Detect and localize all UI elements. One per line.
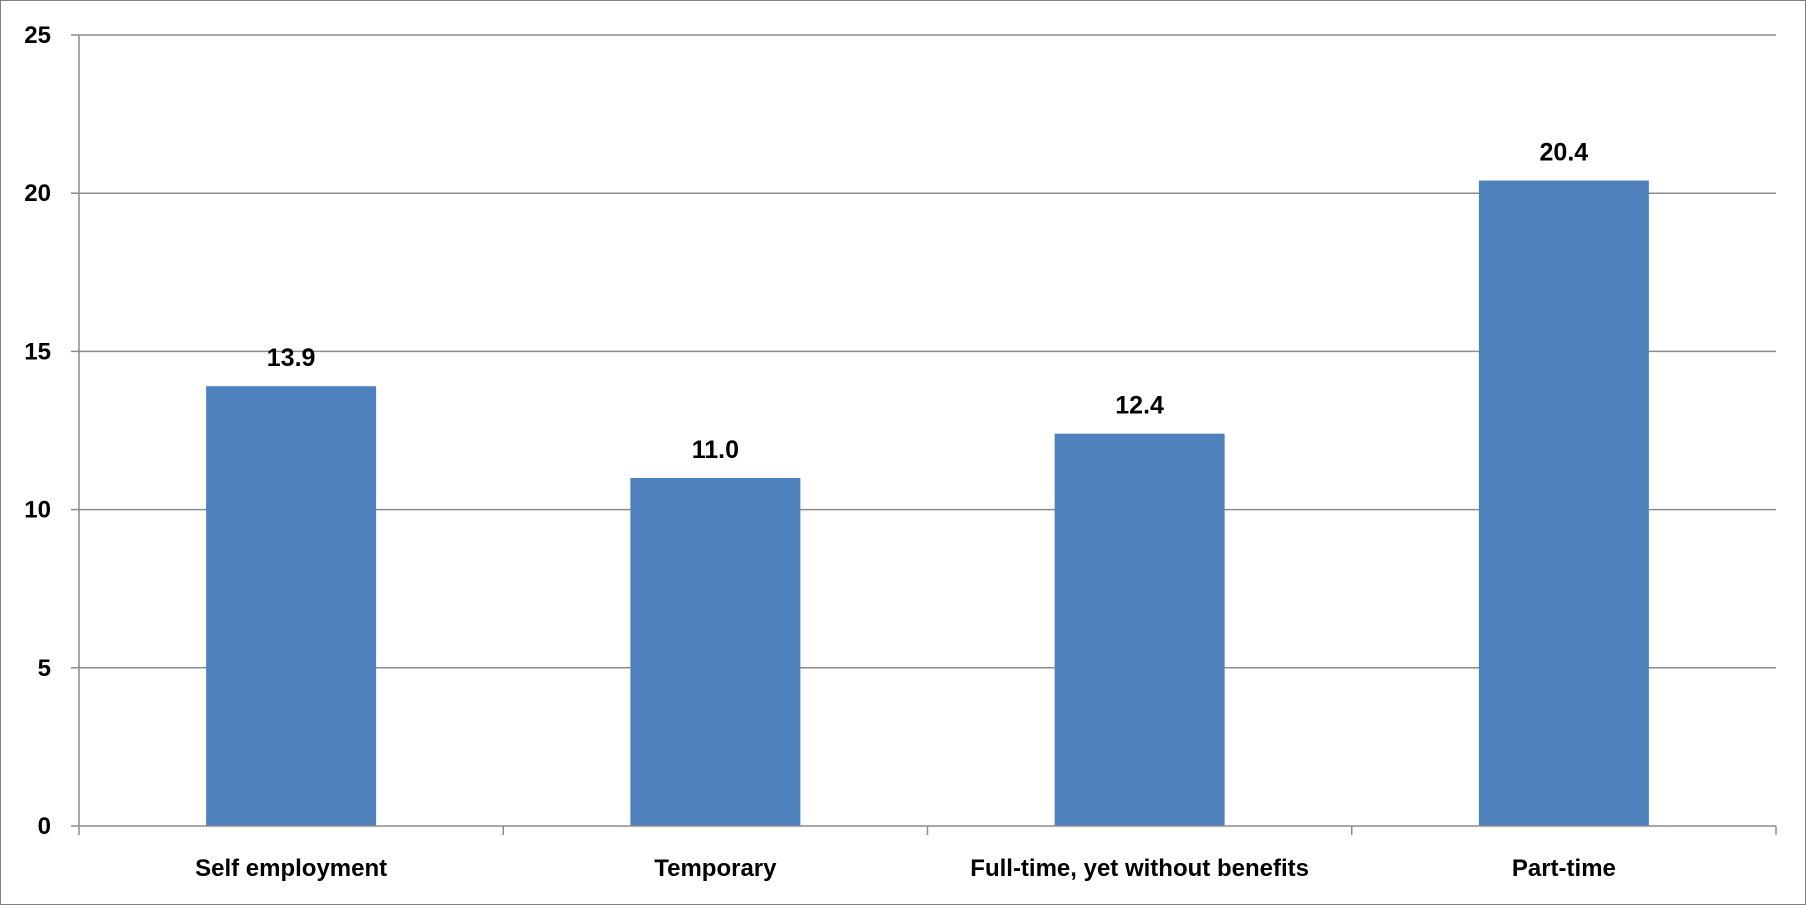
y-tick-label: 0 <box>38 813 51 840</box>
bar-3 <box>1055 434 1225 826</box>
x-category-label: Part-time <box>1512 855 1616 882</box>
data-label: 11.0 <box>692 436 739 464</box>
y-tick-label: 5 <box>38 655 51 682</box>
data-label: 20.4 <box>1540 139 1589 167</box>
bar-2 <box>630 478 800 826</box>
x-category-label: Self employment <box>195 855 387 882</box>
y-tick-label: 25 <box>24 22 51 49</box>
y-tick-label: 20 <box>24 180 51 207</box>
y-tick-label: 10 <box>24 497 51 524</box>
data-label: 12.4 <box>1115 392 1164 420</box>
bar-1 <box>206 386 376 826</box>
x-category-label: Temporary <box>654 855 777 882</box>
data-label: 13.9 <box>267 344 316 372</box>
x-category-label: Full-time, yet without benefits <box>970 855 1309 882</box>
bar-4 <box>1479 181 1649 826</box>
y-tick-label: 15 <box>24 338 51 365</box>
bars <box>206 181 1649 826</box>
